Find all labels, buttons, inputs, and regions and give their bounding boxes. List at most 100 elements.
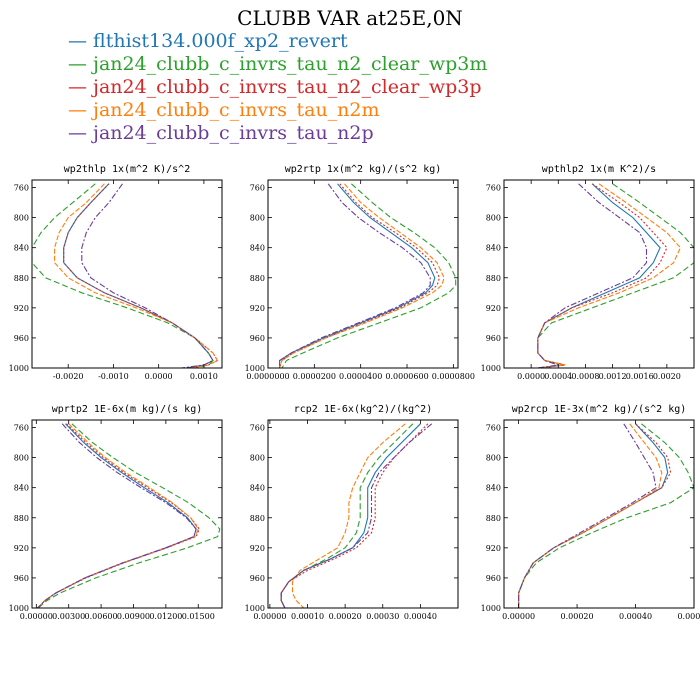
series-line-3 <box>518 423 672 608</box>
y-tick-label: 800 <box>14 454 29 463</box>
x-tick-label: 0.00020 <box>329 612 362 621</box>
panel-3: wpthlp2 1x(m K^2)/s 760 800 840 880 920 960 100… <box>481 164 695 381</box>
x-tick-label: 0.00300 <box>52 612 85 621</box>
y-tick-label: 840 <box>14 484 29 493</box>
x-tick-label: 0.00040 <box>619 612 652 621</box>
panel-title: wp2thlp 1x(m^2 K)/s^2 <box>64 164 190 175</box>
x-tick-label: -0.0020 <box>53 372 84 381</box>
series-line-3 <box>280 423 429 608</box>
x-tick-label: 0.00010 <box>291 612 324 621</box>
y-tick-label: 1000 <box>9 364 29 373</box>
panel-6: wp2rcp 1E-3x(m^2 kg)/(s^2 kg) 760 800 840 88… <box>481 404 700 621</box>
legend-item-wp3m: — jan24_clubb_c_invrs_tau_n2_clear_wp3m <box>68 53 487 76</box>
x-tick-label: 0.0000600 <box>385 372 428 381</box>
x-tick-label: 0.00030 <box>366 612 399 621</box>
panel-frame <box>31 179 223 369</box>
y-tick-label: 920 <box>486 304 501 313</box>
panel-5: rcp2 1E-6x(kg^2)/(kg^2) 760 800 840 880 920 96… <box>245 404 459 621</box>
y-tick-label: 760 <box>250 424 265 433</box>
legend-item-revert: — flthist134.000f_xp2_revert <box>68 30 487 53</box>
x-tick-label: 0.00000 <box>20 612 53 621</box>
y-tick-label: 840 <box>14 244 29 253</box>
series-line-4 <box>537 183 682 368</box>
legend-item-n2p: — jan24_clubb_c_invrs_tau_n2p <box>68 122 487 145</box>
series-line-2 <box>280 423 414 608</box>
y-tick-label: 920 <box>14 544 29 553</box>
y-tick-label: 1000 <box>481 364 501 373</box>
y-tick-label: 760 <box>14 424 29 433</box>
y-tick-label: 840 <box>486 244 501 253</box>
series-line-2 <box>281 183 457 368</box>
x-tick-label: -0.0010 <box>98 372 129 381</box>
x-tick-label: 0.0010 <box>190 372 218 381</box>
y-tick-label: 880 <box>14 514 29 523</box>
series-line-4 <box>37 423 199 608</box>
legend-dash: — <box>68 76 94 98</box>
x-tick-label: 0.0000 <box>145 372 173 381</box>
y-tick-label: 920 <box>14 304 29 313</box>
y-tick-label: 760 <box>486 424 501 433</box>
x-tick-label: 0.00900 <box>117 612 150 621</box>
x-tick-label: 0.01200 <box>149 612 182 621</box>
series-line-4 <box>54 183 219 368</box>
x-tick-label: 0.0000200 <box>293 372 336 381</box>
x-tick-label: 0.00040 <box>404 612 437 621</box>
series-line-1 <box>63 183 214 368</box>
legend-dash: — <box>68 122 94 144</box>
y-tick-label: 960 <box>250 334 265 343</box>
y-tick-label: 760 <box>486 184 501 193</box>
y-tick-label: 1000 <box>245 604 265 613</box>
y-tick-label: 880 <box>250 514 265 523</box>
legend-dash: — <box>68 53 94 75</box>
y-tick-label: 880 <box>486 514 501 523</box>
series-line-3 <box>279 183 441 368</box>
y-tick-label: 800 <box>486 214 501 223</box>
series-line-4 <box>279 183 445 368</box>
figure-title: CLUBB VAR at25E,0N <box>237 6 463 30</box>
x-tick-label: 0.0000400 <box>339 372 382 381</box>
x-tick-label: 0.0004 <box>544 372 572 381</box>
series-line-5 <box>81 183 214 368</box>
y-tick-label: 800 <box>14 214 29 223</box>
x-tick-label: 0.01500 <box>182 612 215 621</box>
x-tick-label: 0.00000 <box>253 612 286 621</box>
y-tick-label: 880 <box>14 274 29 283</box>
panel-4: wprtp2 1E-6x(m kg)/(s kg) 760 800 840 880 920… <box>9 404 223 621</box>
y-tick-label: 840 <box>250 484 265 493</box>
x-tick-label: 0.0000800 <box>432 372 475 381</box>
series-line-1 <box>279 183 436 368</box>
series-line-1 <box>518 423 669 608</box>
y-tick-label: 840 <box>486 484 501 493</box>
series-line-2 <box>537 183 694 368</box>
panel-title: wpthlp2 1x(m K^2)/s <box>542 164 656 175</box>
legend-item-n2m: — jan24_clubb_c_invrs_tau_n2m <box>68 99 487 122</box>
series-line-3 <box>37 423 200 608</box>
panel-frame <box>31 419 223 609</box>
y-tick-label: 760 <box>250 184 265 193</box>
legend-dash: — <box>68 30 94 52</box>
y-tick-label: 960 <box>250 574 265 583</box>
legend: — flthist134.000f_xp2_revert — jan24_clu… <box>68 30 487 145</box>
series-line-2 <box>518 423 694 608</box>
y-tick-label: 800 <box>486 454 501 463</box>
panel-title: wprtp2 1E-6x(m kg)/(s kg) <box>52 404 203 415</box>
legend-item-wp3p: — jan24_clubb_c_invrs_tau_n2_clear_wp3p <box>68 76 487 99</box>
x-tick-label: 0.0012 <box>599 372 627 381</box>
y-tick-label: 840 <box>250 244 265 253</box>
series-line-5 <box>537 183 648 368</box>
series-line-5 <box>279 183 431 368</box>
x-tick-label: 0.00060 <box>677 612 700 621</box>
series-line-1 <box>280 423 421 608</box>
y-tick-label: 960 <box>486 334 501 343</box>
legend-label: jan24_clubb_c_invrs_tau_n2m <box>93 99 380 121</box>
series-line-5 <box>280 423 433 608</box>
y-tick-label: 960 <box>486 574 501 583</box>
panel-title: rcp2 1E-6x(kg^2)/(kg^2) <box>294 404 432 415</box>
y-tick-label: 1000 <box>9 604 29 613</box>
y-tick-label: 920 <box>250 304 265 313</box>
series-line-4 <box>291 423 406 608</box>
x-tick-label: 0.0020 <box>653 372 681 381</box>
series-line-1 <box>537 183 661 368</box>
legend-label: jan24_clubb_c_invrs_tau_n2_clear_wp3m <box>93 53 488 75</box>
